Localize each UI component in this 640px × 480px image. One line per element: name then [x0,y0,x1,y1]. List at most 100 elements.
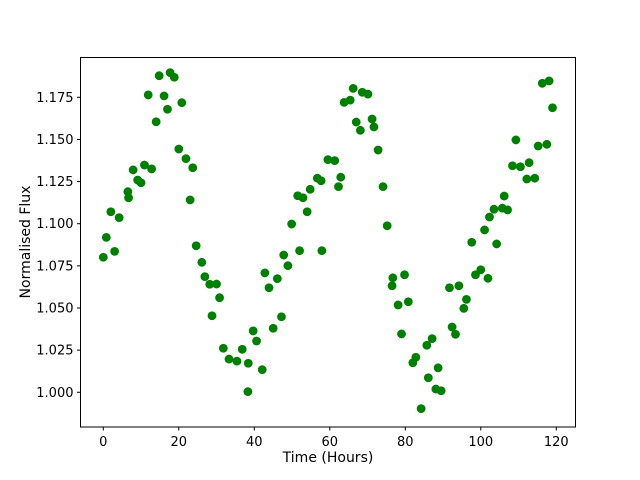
data-point [489,204,499,214]
data-point [345,95,355,105]
data-point [114,213,124,223]
y-tick-label: 1.000 [36,386,73,401]
data-point [508,161,517,171]
data-point [264,283,274,293]
data-point [106,207,116,217]
data-point [252,336,261,346]
y-tick-label: 1.100 [36,217,73,232]
data-point [530,173,540,183]
data-point [516,162,525,172]
data-point [188,163,198,173]
data-point [544,76,554,86]
data-point [124,193,133,203]
data-point [163,104,172,114]
data-point [336,172,346,182]
x-tick-label: 100 [468,435,493,450]
data-point [334,182,343,192]
data-point [295,246,304,256]
data-point [277,312,286,322]
data-point [427,334,437,344]
data-point [237,344,247,354]
data-point [272,274,282,284]
data-point [387,281,397,291]
data-point [423,373,433,383]
x-tick-label: 0 [99,435,107,450]
data-point [363,89,373,99]
data-point [351,117,361,127]
data-point [522,174,532,184]
data-point [191,241,201,251]
data-point [403,297,413,307]
x-tick-label: 80 [397,435,414,450]
data-point [388,273,398,283]
data-point [499,191,509,201]
data-point [243,387,253,397]
data-point [205,279,215,289]
data-point [537,78,547,88]
data-point [382,221,392,231]
data-point [422,340,432,350]
x-tick-label: 120 [544,435,569,450]
data-point [200,272,210,282]
data-point [447,322,457,332]
data-point [212,279,221,289]
data-point [317,246,327,256]
data-point [302,207,312,217]
data-point [185,195,195,205]
data-point [110,246,120,256]
data-point [197,257,207,267]
data-point [367,114,377,124]
data-point [548,103,557,113]
data-point [542,139,552,149]
data-point [151,117,161,127]
data-point [298,193,308,203]
data-point [159,91,169,101]
data-point [283,261,293,271]
data-point [207,311,217,321]
data-point [177,98,187,108]
data-point [397,329,406,339]
x-tick-label: 40 [246,435,263,450]
data-point [433,363,443,373]
data-point [174,144,184,154]
data-point [467,237,477,247]
data-point [445,283,454,293]
data-point [218,343,228,353]
x-tick-label: 60 [322,435,339,450]
data-point [348,83,358,93]
y-tick-label: 1.075 [36,259,73,274]
plot-border [80,57,576,428]
x-tick-label: 20 [171,435,188,450]
y-tick-label: 1.125 [36,175,73,190]
data-point [268,323,278,333]
data-point [355,125,365,135]
data-point [533,141,543,151]
data-point [393,300,403,310]
data-point [480,225,489,235]
data-point [459,303,469,313]
y-tick-label: 1.175 [36,91,73,106]
x-axis-label: Time (Hours) [282,450,374,466]
data-point [373,145,383,155]
data-point [483,273,493,283]
data-point [257,365,267,375]
data-point [454,281,464,291]
data-point [316,176,326,186]
data-point [136,178,146,188]
data-point [411,352,421,362]
y-axis-label: Normalised Flux [18,185,34,299]
y-tick-label: 1.150 [36,133,73,148]
data-point [101,232,111,242]
data-point [98,252,108,262]
data-point [451,329,460,339]
data-point [224,354,234,364]
data-point [305,184,315,194]
data-point [436,386,446,396]
data-point [416,404,426,414]
data-point [181,154,191,164]
data-point [248,326,258,336]
data-point [476,265,486,275]
y-tick-label: 1.050 [36,301,73,316]
